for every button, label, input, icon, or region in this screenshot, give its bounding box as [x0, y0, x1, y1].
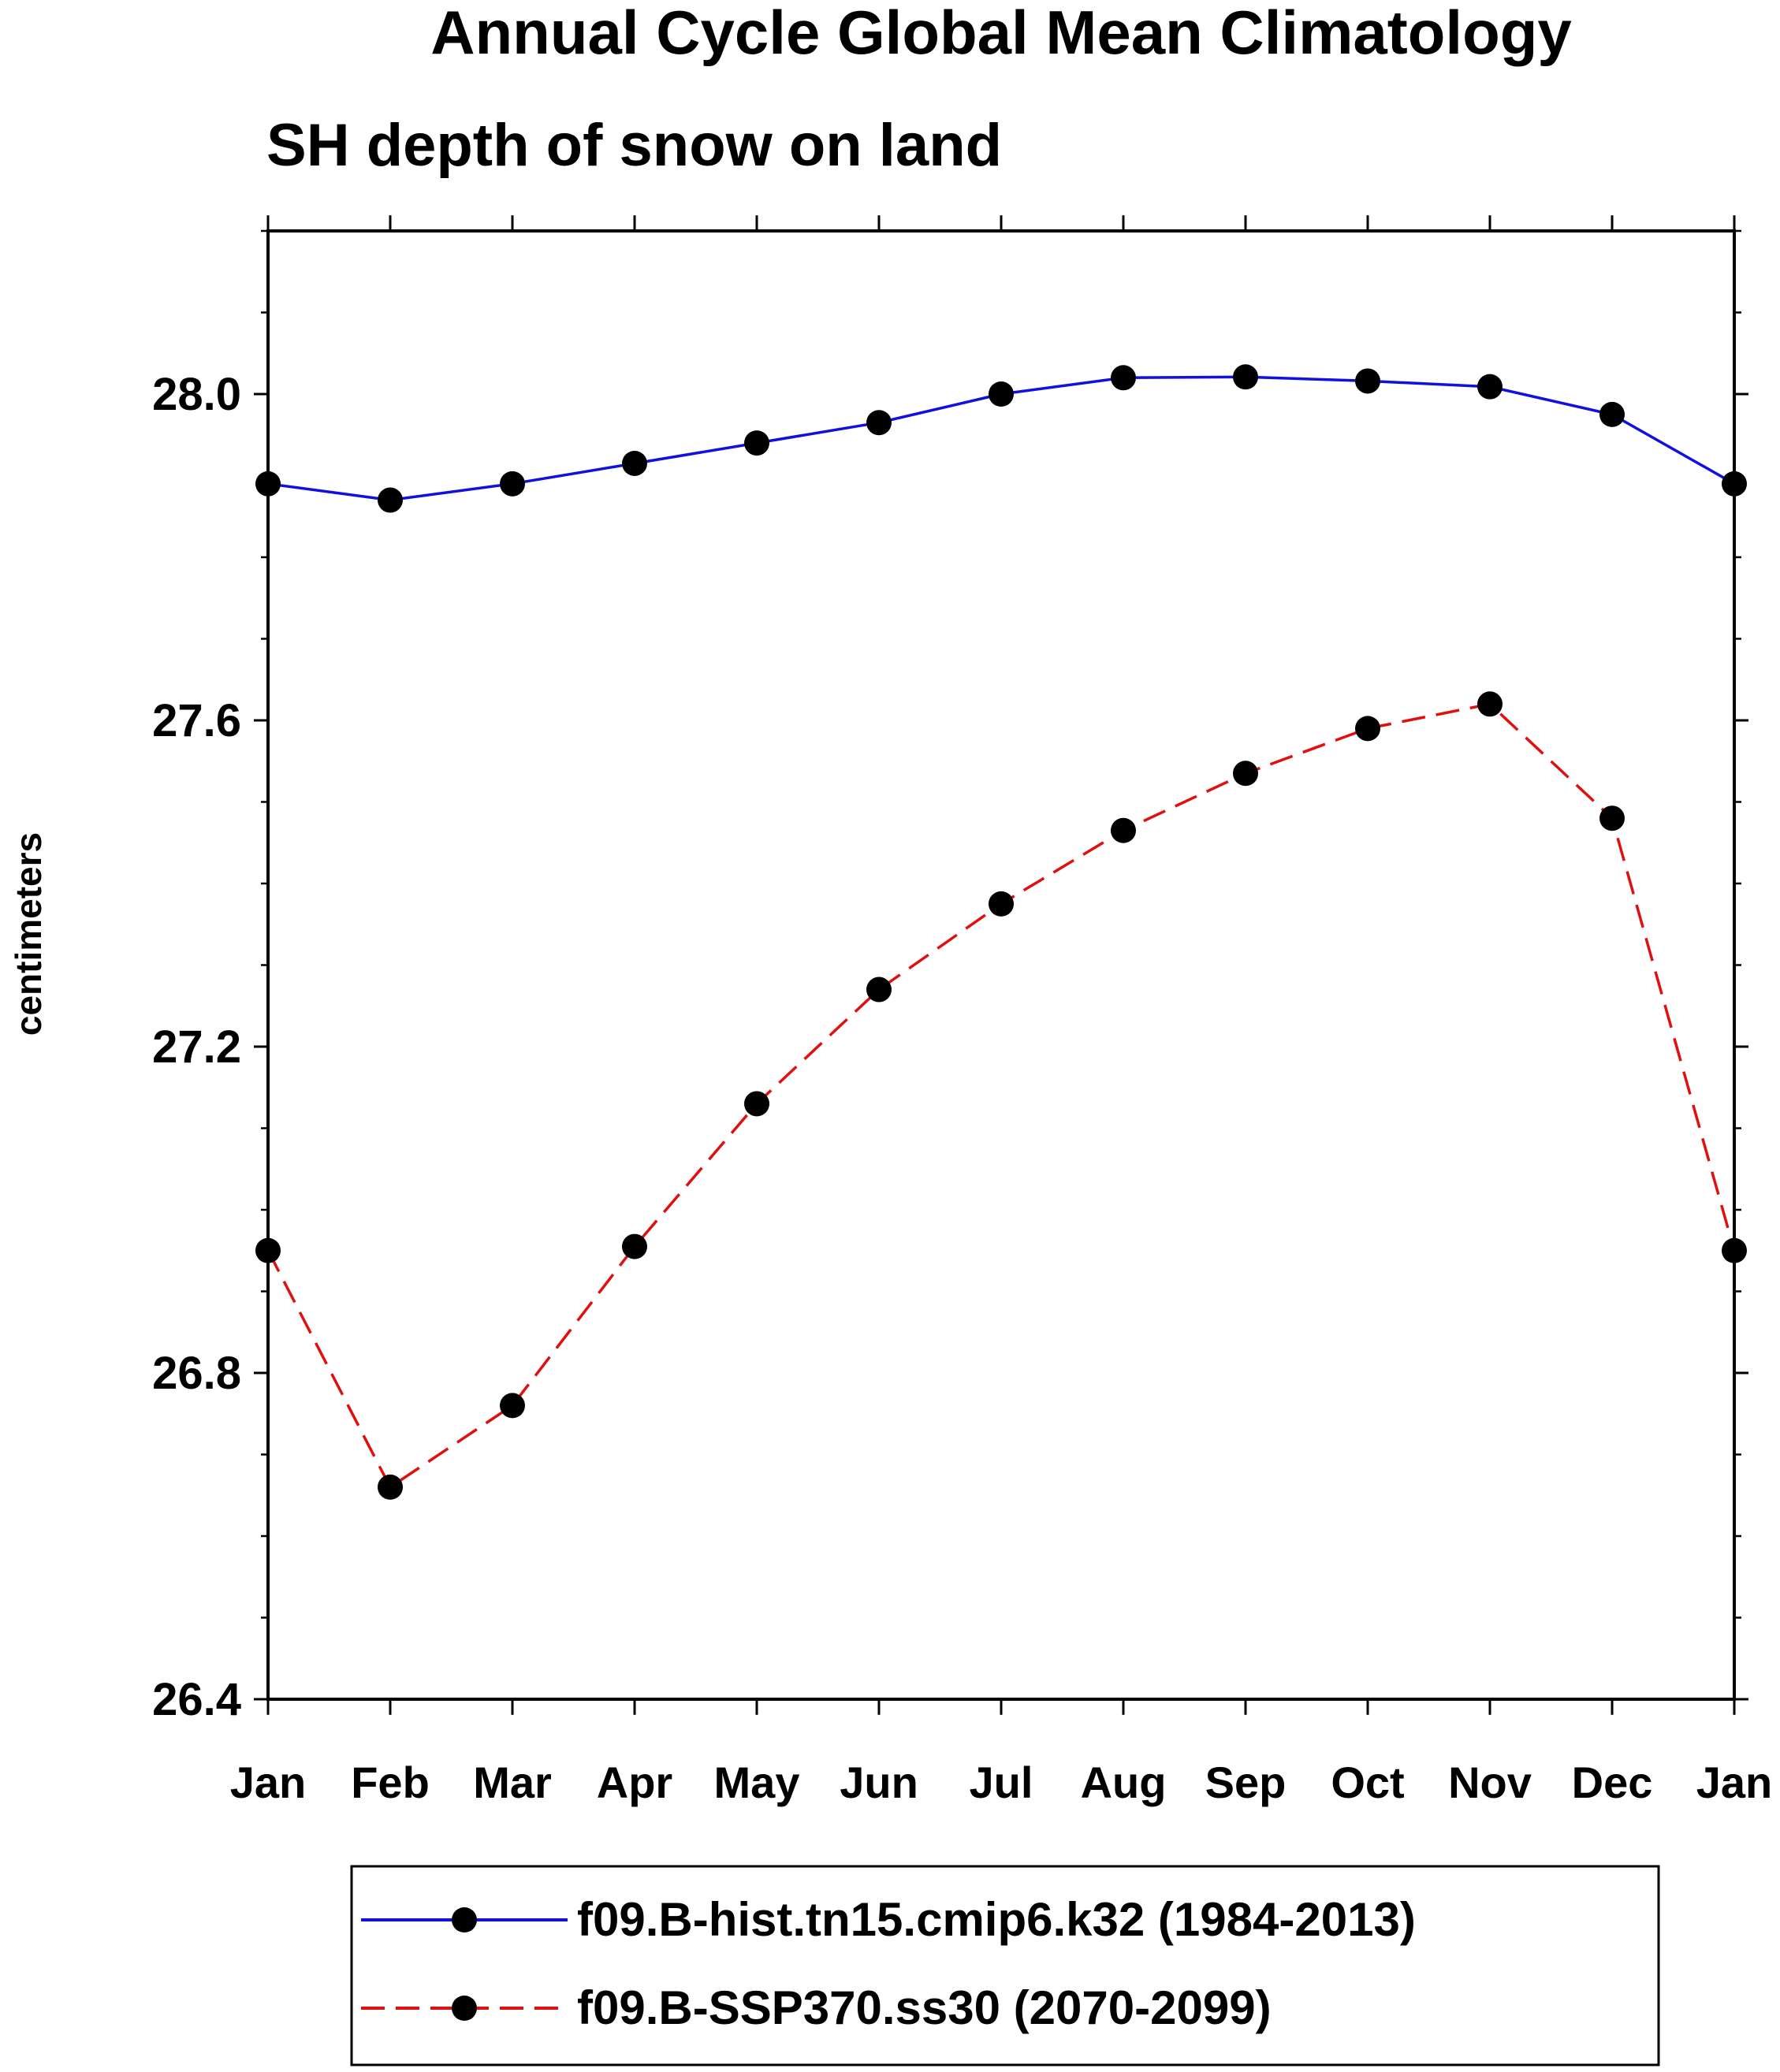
x-tick-label: Apr [597, 1758, 672, 1807]
data-point [989, 381, 1014, 407]
data-point [1477, 374, 1503, 400]
data-point [1111, 817, 1136, 843]
legend: f09.B-hist.tn15.cmip6.k32 (1984-2013) f0… [350, 1865, 1660, 2066]
x-tick-label: Oct [1331, 1758, 1404, 1807]
data-point [1233, 761, 1258, 787]
legend-label-series-1: f09.B-hist.tn15.cmip6.k32 (1984-2013) [577, 1893, 1416, 1946]
data-point [622, 1233, 647, 1259]
data-point [255, 471, 281, 497]
x-tick-label: Nov [1448, 1758, 1532, 1807]
data-point [1233, 364, 1258, 390]
axis-ticks [254, 215, 1748, 1715]
legend-box [350, 1865, 1660, 2066]
plot-frame [266, 229, 1736, 1701]
x-tick-label: Jul [970, 1758, 1033, 1807]
data-point [1477, 691, 1503, 717]
y-tick-label: 28.0 [152, 369, 241, 420]
legend-label-series-2: f09.B-SSP370.ss30 (2070-2099) [577, 1981, 1272, 2034]
data-point [500, 471, 525, 497]
data-point [1599, 401, 1625, 427]
x-tick-label: Mar [473, 1758, 552, 1807]
chart-title: Annual Cycle Global Mean Climatology [430, 0, 1572, 67]
data-point [1111, 365, 1136, 391]
x-tick-label: Jun [840, 1758, 918, 1807]
y-tick-label: 26.4 [152, 1674, 241, 1725]
y-tick-label: 27.2 [152, 1021, 241, 1073]
data-point [255, 1237, 281, 1263]
data-point [1355, 716, 1380, 742]
x-tick-labels: Jan Feb Mar Apr May Jun Jul Aug Sep Oct Nov Dec Jan [230, 1758, 1773, 1807]
y-tick-label: 27.6 [152, 695, 241, 746]
data-point [1722, 471, 1747, 497]
data-point [989, 891, 1014, 917]
data-point [744, 430, 769, 456]
data-point [866, 410, 892, 436]
x-tick-label: Dec [1572, 1758, 1653, 1807]
x-tick-label: Jan [230, 1758, 307, 1807]
data-point [1722, 1237, 1747, 1263]
series-line-2 [266, 702, 1736, 1489]
data-point [500, 1393, 525, 1419]
data-point [622, 450, 647, 476]
y-axis-label: centimeters [8, 832, 49, 1036]
x-tick-label: Jan [1696, 1758, 1773, 1807]
data-point [378, 487, 403, 513]
chart-subtitle: SH depth of snow on land [266, 112, 1002, 179]
y-tick-labels: 26.4 26.8 27.2 27.6 28.0 [152, 369, 241, 1725]
data-point [1355, 368, 1380, 394]
x-tick-label: Sep [1205, 1758, 1287, 1807]
data-point [378, 1474, 403, 1500]
data-markers [255, 364, 1747, 1500]
data-point [1599, 805, 1625, 831]
x-tick-label: Aug [1081, 1758, 1167, 1807]
data-series [266, 375, 1736, 1489]
x-tick-label: Feb [351, 1758, 430, 1807]
data-point [866, 976, 892, 1003]
data-point [744, 1091, 769, 1117]
y-tick-label: 26.8 [152, 1348, 241, 1399]
legend-marker-series-2 [452, 1996, 477, 2021]
legend-marker-series-1 [452, 1907, 477, 1933]
x-tick-label: May [714, 1758, 800, 1807]
